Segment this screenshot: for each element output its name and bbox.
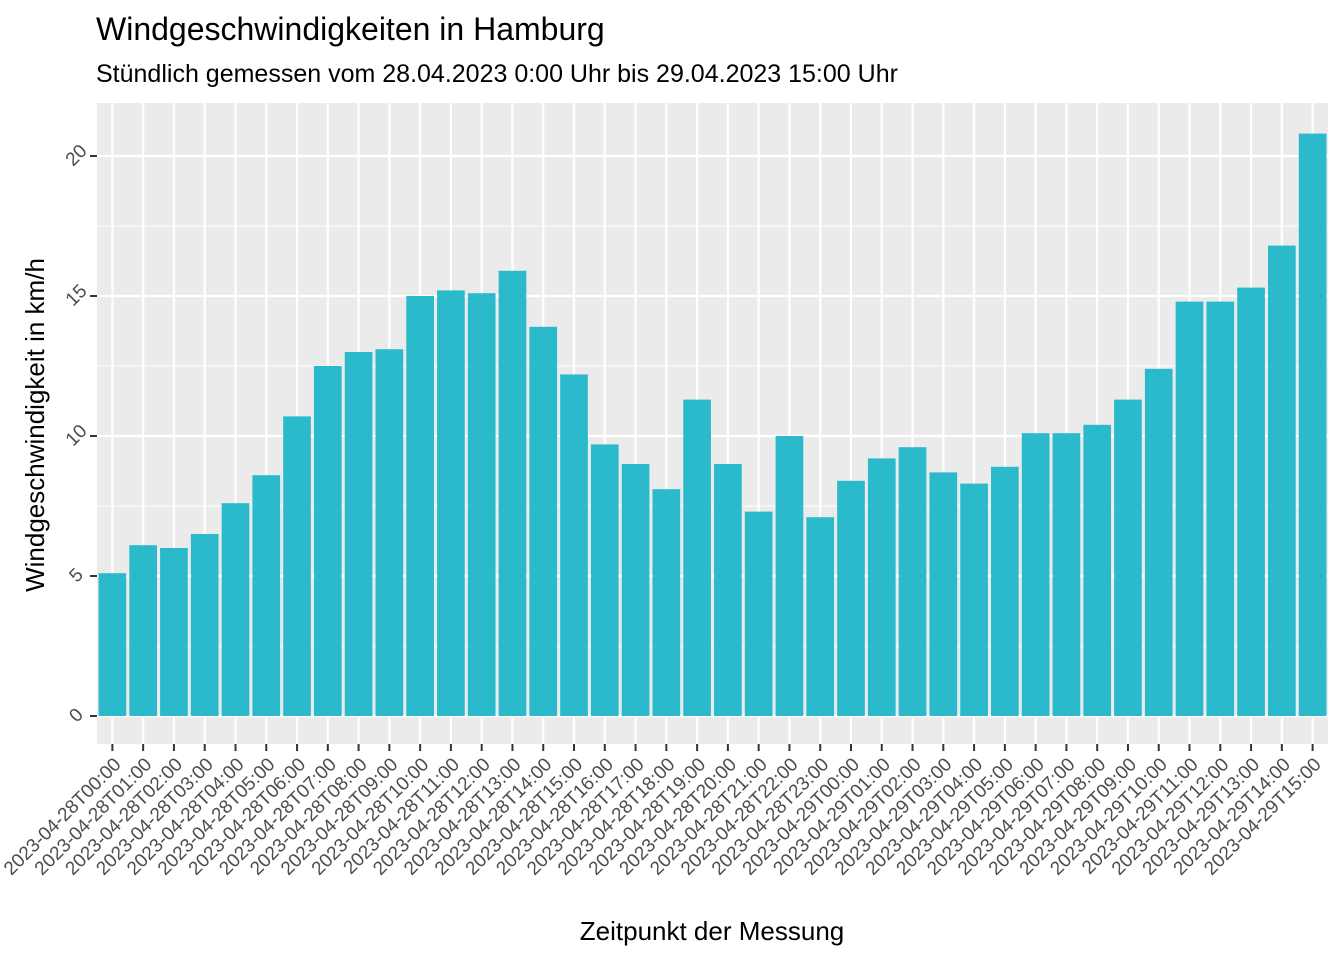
- bar: [375, 349, 404, 716]
- bar: [1298, 133, 1327, 717]
- bar: [652, 489, 681, 716]
- bar: [560, 374, 588, 716]
- bar: [1237, 287, 1265, 716]
- bar: [1175, 301, 1204, 716]
- bar: [160, 548, 188, 716]
- bar: [898, 447, 927, 716]
- bar: [129, 545, 158, 716]
- bar: [867, 458, 896, 716]
- y-axis-title: Windgeschwindigkeit in km/h: [20, 258, 50, 592]
- bar: [437, 290, 465, 716]
- bar: [929, 472, 958, 716]
- bar: [1144, 368, 1173, 716]
- bar: [529, 326, 558, 716]
- y-tick-label: 5: [65, 564, 87, 586]
- y-axis: 0 5 10 15 20: [62, 141, 97, 727]
- y-tick-label: 20: [62, 141, 92, 171]
- bar: [1052, 433, 1081, 716]
- bar: [1267, 245, 1296, 716]
- plot-panel: [97, 103, 1328, 744]
- bar: [1206, 301, 1235, 716]
- bar: [837, 480, 865, 716]
- bar: [991, 466, 1019, 716]
- bar: [252, 475, 281, 716]
- bars: [98, 133, 1327, 717]
- x-axis: 2023-04-28T00:002023-04-28T01:002023-04-…: [0, 744, 1326, 880]
- bar: [1021, 433, 1050, 716]
- bar: [806, 517, 835, 716]
- bar: [590, 444, 619, 716]
- bar: [714, 464, 742, 716]
- bar: [960, 483, 988, 716]
- chart-title: Windgeschwindigkeiten in Hamburg: [96, 11, 605, 47]
- y-tick-label: 15: [62, 281, 92, 311]
- y-tick-label: 10: [62, 421, 92, 451]
- bar: [1083, 424, 1112, 716]
- bar: [344, 352, 373, 716]
- bar: [467, 293, 496, 716]
- bar: [775, 436, 804, 716]
- bar: [744, 511, 773, 716]
- bar: [313, 366, 342, 716]
- bar: [190, 534, 219, 716]
- y-tick-label: 0: [65, 704, 87, 726]
- bar: [683, 399, 711, 716]
- bar: [621, 464, 650, 716]
- x-axis-title: Zeitpunkt der Messung: [580, 916, 844, 946]
- bar: [406, 296, 434, 716]
- bar: [1114, 399, 1142, 716]
- bar: [498, 270, 527, 716]
- bar: [283, 416, 311, 716]
- bar: [221, 503, 250, 716]
- chart-subtitle: Stündlich gemessen vom 28.04.2023 0:00 U…: [96, 60, 898, 88]
- bar: [98, 573, 127, 716]
